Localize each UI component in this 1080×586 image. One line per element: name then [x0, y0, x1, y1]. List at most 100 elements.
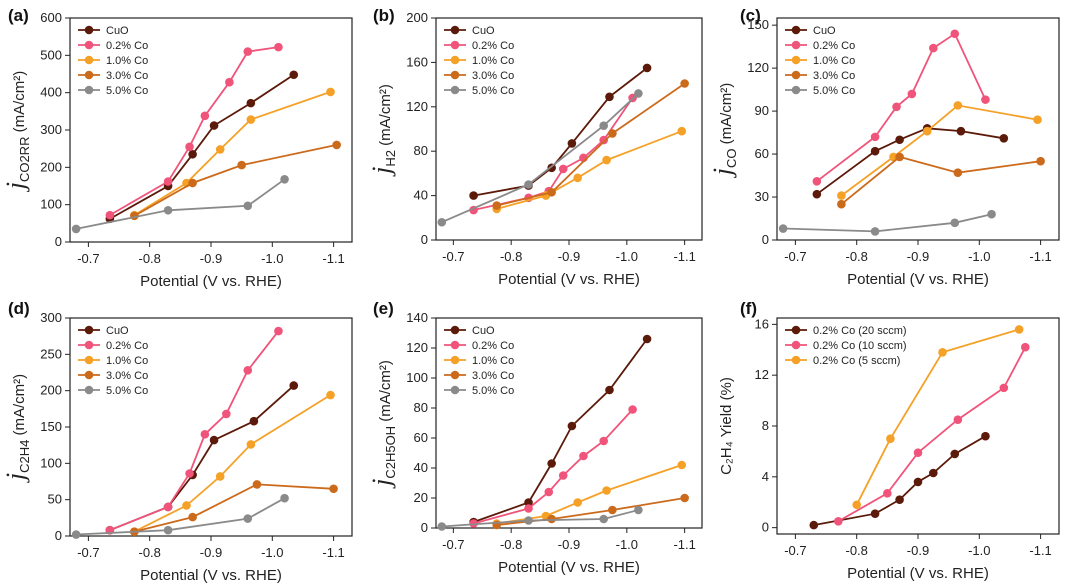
- y-axis-title-subscript: C2H5OH: [383, 426, 398, 479]
- data-point: [225, 77, 234, 87]
- y-axis-title: jCO (mA/cm²): [708, 83, 739, 179]
- data-point: [558, 471, 568, 480]
- panel-e: (e) -0.7 -0.8 -0.9 -1.0 -1.1 0 20 40 60 80 100 120 14…: [367, 299, 703, 576]
- y-tick-label: 20: [414, 490, 428, 505]
- data-point: [547, 187, 556, 197]
- y-tick-label: 120: [747, 60, 769, 75]
- y-axis-title-subscript: CO2RR: [17, 137, 32, 183]
- legend-marker: [450, 70, 460, 80]
- legend-entry: CuO: [472, 25, 495, 37]
- x-tick-label: -1.0: [968, 543, 990, 558]
- y-axis-title-j: j: [367, 479, 396, 489]
- legend-entry: CuO: [106, 325, 129, 337]
- legend-marker: [84, 385, 94, 395]
- data-point: [953, 101, 963, 110]
- y-tick-label: 50: [48, 492, 62, 507]
- legend-entry: 0.2% Co (20 sccm): [813, 325, 907, 337]
- y-axis-title-j: j: [708, 168, 737, 178]
- data-point: [870, 146, 880, 156]
- series-line: [441, 509, 639, 528]
- data-point: [608, 505, 617, 515]
- x-tick-label: -0.7: [784, 543, 806, 558]
- y-tick-label: 80: [414, 143, 428, 158]
- y-tick-label: 0: [762, 520, 769, 535]
- data-point: [469, 191, 478, 200]
- data-point: [1036, 156, 1045, 166]
- legend-entry: 5.0% Co: [472, 385, 514, 397]
- data-point: [628, 405, 637, 414]
- series-5-0-co: [437, 89, 643, 227]
- series-line: [133, 394, 331, 533]
- series-3-0-co: [130, 140, 341, 221]
- legend-entry: 3.0% Co: [472, 70, 514, 82]
- legend-entry: 1.0% Co: [472, 55, 514, 67]
- data-point: [188, 512, 197, 522]
- x-tick-label: -0.7: [77, 251, 99, 266]
- y-tick-label: 30: [755, 189, 769, 204]
- x-tick-label: -0.9: [907, 249, 929, 264]
- y-tick-label: 140: [406, 310, 428, 325]
- panel-label: (e): [373, 299, 394, 318]
- y-axis-title-units: (mA/cm²): [11, 71, 28, 137]
- data-point: [950, 29, 960, 39]
- y-tick-label: 4: [762, 469, 769, 484]
- data-point: [274, 42, 283, 52]
- series-0-2-co: [105, 326, 283, 535]
- x-axis-title: Potential (V vs. RHE): [498, 559, 640, 576]
- series-3-0-co: [837, 152, 1045, 209]
- x-tick-label: -1.0: [616, 537, 638, 552]
- legend-marker: [791, 55, 801, 65]
- y-tick-label: 150: [747, 17, 769, 32]
- series-5-0-co: [778, 209, 996, 236]
- data-point: [953, 415, 963, 424]
- data-point: [209, 435, 219, 445]
- data-point: [680, 79, 689, 88]
- data-point: [981, 431, 990, 441]
- y-axis-title-j: j: [1, 182, 30, 192]
- data-point: [558, 164, 568, 174]
- y-tick-label: 12: [755, 367, 769, 382]
- series-line: [473, 338, 648, 523]
- legend-marker: [791, 40, 801, 50]
- legend-entry: 5.0% Co: [106, 85, 148, 97]
- data-point: [524, 498, 533, 507]
- legend-marker: [450, 55, 460, 65]
- data-point: [188, 178, 197, 188]
- data-point: [1033, 115, 1042, 124]
- legend-marker: [791, 85, 801, 95]
- data-point: [332, 140, 341, 150]
- legend-marker: [450, 385, 460, 395]
- panel-label: (c): [740, 6, 761, 25]
- panel-c: (c) -0.7 -0.8 -0.9 -1.0 -1.1 0 30 60 90 120 150 Pote…: [708, 6, 1060, 288]
- series-line: [840, 104, 1038, 197]
- data-point: [999, 134, 1009, 143]
- data-point: [246, 115, 256, 124]
- x-tick-label: -0.8: [500, 537, 522, 552]
- data-point: [243, 366, 253, 375]
- y-axis-title-units: (mA/cm²): [718, 83, 735, 149]
- y-tick-label: 8: [762, 418, 769, 433]
- y-tick-label: 300: [40, 310, 62, 325]
- data-point: [605, 92, 614, 102]
- series-3-0-co: [492, 79, 689, 210]
- data-point: [608, 129, 617, 138]
- panel-label: (d): [8, 299, 30, 318]
- data-point: [243, 514, 253, 523]
- legend-marker: [84, 370, 94, 380]
- x-tick-label: -1.1: [673, 537, 695, 552]
- series-line: [134, 483, 334, 533]
- legend-entry: 0.2% Co: [106, 340, 148, 352]
- data-point: [987, 209, 996, 219]
- series-line: [133, 91, 331, 216]
- data-point: [886, 434, 895, 444]
- legend-entry: 1.0% Co: [106, 355, 148, 367]
- y-axis-title-subscript: C2H4: [17, 440, 32, 473]
- data-point: [852, 500, 861, 510]
- y-axis-title: C₂H₄ Yield (%): [718, 377, 735, 475]
- data-point: [602, 155, 611, 165]
- panel-label: (a): [8, 6, 29, 25]
- legend-marker: [791, 340, 801, 350]
- legend-marker: [791, 70, 801, 80]
- data-point: [289, 70, 299, 80]
- legend-entry: 0.2% Co (10 sccm): [813, 340, 907, 352]
